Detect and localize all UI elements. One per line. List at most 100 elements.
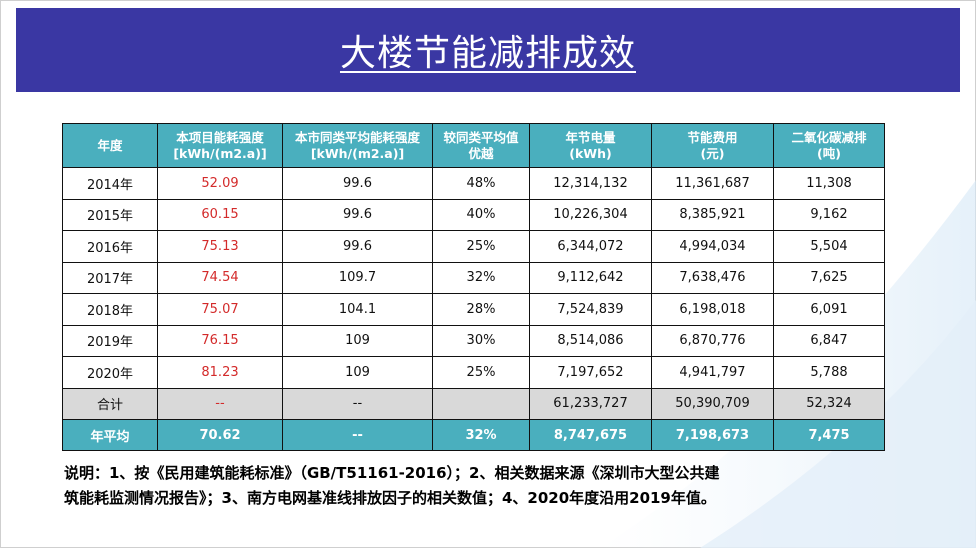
table-cell: 11,308 bbox=[773, 167, 885, 200]
column-header-text: (元) bbox=[700, 145, 725, 161]
table-cell: 75.07 bbox=[157, 293, 283, 326]
column-header-text: 本项目能耗强度 bbox=[176, 129, 264, 145]
table-cell bbox=[432, 387, 530, 420]
table-cell: 32% bbox=[432, 261, 530, 294]
table-cell: 7,625 bbox=[773, 261, 885, 294]
table-cell: 合计 bbox=[62, 387, 158, 420]
column-header-text: 年度 bbox=[97, 137, 123, 153]
footnote-line-1: 说明：1、按《民用建筑能耗标准》（GB/T51161-2016）；2、相关数据来… bbox=[64, 464, 720, 482]
title-bar: 大楼节能减排成效 bbox=[16, 8, 960, 92]
table-cell: 28% bbox=[432, 293, 530, 326]
table-cell: 5,788 bbox=[773, 356, 885, 389]
table-cell: 32% bbox=[432, 419, 530, 451]
table-cell: 2017年 bbox=[62, 261, 158, 294]
column-header-text: 年节电量 bbox=[565, 129, 616, 145]
table-cell: 99.6 bbox=[282, 198, 433, 231]
table-cell: 40% bbox=[432, 198, 530, 231]
table-cell: 2015年 bbox=[62, 198, 158, 231]
table-cell: -- bbox=[157, 387, 283, 420]
table-cell: 74.54 bbox=[157, 261, 283, 294]
column-header: 年节电量 (kWh) bbox=[529, 123, 652, 168]
table-row: 2014年 52.09 99.6 48% 12,314,132 11,361,687 11,… bbox=[62, 167, 885, 200]
column-header-text: 本市同类平均能耗强度 bbox=[294, 129, 420, 145]
table-cell: 2016年 bbox=[62, 230, 158, 263]
column-header: 本市同类平均能耗强度 [kWh/(m2.a)] bbox=[282, 123, 433, 168]
table-cell: 9,162 bbox=[773, 198, 885, 231]
column-header-text: 二氧化碳减排 bbox=[791, 129, 867, 145]
table-cell: 8,514,086 bbox=[529, 324, 652, 357]
column-header-text: 较同类平均值 bbox=[443, 129, 519, 145]
table-cell: 11,361,687 bbox=[651, 167, 774, 200]
table-cell: 2019年 bbox=[62, 324, 158, 357]
column-header: 本项目能耗强度 [kWh/(m2.a)] bbox=[157, 123, 283, 168]
table-cell: 7,197,652 bbox=[529, 356, 652, 389]
table-cell: -- bbox=[282, 419, 433, 451]
table-cell: 75.13 bbox=[157, 230, 283, 263]
table-cell: 12,314,132 bbox=[529, 167, 652, 200]
table-cell: 25% bbox=[432, 356, 530, 389]
footnote: 说明：1、按《民用建筑能耗标准》（GB/T51161-2016）；2、相关数据来… bbox=[64, 461, 894, 511]
column-header: 年度 bbox=[62, 123, 158, 168]
column-header: 节能费用 (元) bbox=[651, 123, 774, 168]
table-cell: 81.23 bbox=[157, 356, 283, 389]
table-cell: 10,226,304 bbox=[529, 198, 652, 231]
table-cell: 6,870,776 bbox=[651, 324, 774, 357]
table-cell: 2014年 bbox=[62, 167, 158, 200]
table-cell: 4,941,797 bbox=[651, 356, 774, 389]
column-header-text: 节能费用 bbox=[687, 129, 738, 145]
table-row: 2016年 75.13 99.6 25% 6,344,072 4,994,034 5,504 bbox=[62, 230, 885, 263]
column-header-text: 优越 bbox=[468, 145, 494, 161]
total-row: 合计 -- -- 61,233,727 50,390,709 52,324 bbox=[62, 387, 885, 420]
table-cell: 104.1 bbox=[282, 293, 433, 326]
table-cell: 7,198,673 bbox=[651, 419, 774, 451]
table-cell: 109 bbox=[282, 356, 433, 389]
column-header: 二氧化碳减排 (吨) bbox=[773, 123, 885, 168]
table-cell: 6,344,072 bbox=[529, 230, 652, 263]
table-row: 2015年 60.15 99.6 40% 10,226,304 8,385,921 9,16… bbox=[62, 198, 885, 231]
table-cell: 8,747,675 bbox=[529, 419, 652, 451]
table-cell: 99.6 bbox=[282, 167, 433, 200]
table-cell: 2020年 bbox=[62, 356, 158, 389]
table-row: 2017年 74.54 109.7 32% 9,112,642 7,638,476 7,62… bbox=[62, 261, 885, 294]
column-header-text: (吨) bbox=[817, 145, 841, 161]
column-header-text: [kWh/(m2.a)] bbox=[173, 145, 267, 161]
table-row: 2019年 76.15 109 30% 8,514,086 6,870,776 6,847 bbox=[62, 324, 885, 357]
table-cell: 70.62 bbox=[157, 419, 283, 451]
table-cell: 52.09 bbox=[157, 167, 283, 200]
table-cell: -- bbox=[282, 387, 433, 420]
table-cell: 25% bbox=[432, 230, 530, 263]
average-row: 年平均 70.62 -- 32% 8,747,675 7,198,673 7,475 bbox=[62, 419, 885, 451]
table-cell: 61,233,727 bbox=[529, 387, 652, 420]
energy-saving-table: 年度 本项目能耗强度 [kWh/(m2.a)] 本市同类平均能耗强度 [kWh/(m2.… bbox=[62, 123, 885, 451]
table-cell: 48% bbox=[432, 167, 530, 200]
table-cell: 7,524,839 bbox=[529, 293, 652, 326]
table-cell: 76.15 bbox=[157, 324, 283, 357]
table-row: 2020年 81.23 109 25% 7,197,652 4,941,797 5,788 bbox=[62, 356, 885, 389]
table-cell: 99.6 bbox=[282, 230, 433, 263]
table-cell: 7,475 bbox=[773, 419, 885, 451]
table-cell: 7,638,476 bbox=[651, 261, 774, 294]
column-header: 较同类平均值 优越 bbox=[432, 123, 530, 168]
table-cell: 6,091 bbox=[773, 293, 885, 326]
page-title: 大楼节能减排成效 bbox=[339, 33, 636, 74]
table-cell: 5,504 bbox=[773, 230, 885, 263]
table-header-row: 年度 本项目能耗强度 [kWh/(m2.a)] 本市同类平均能耗强度 [kWh/(m2.… bbox=[62, 123, 885, 168]
table-cell: 50,390,709 bbox=[651, 387, 774, 420]
table-body: 2014年 52.09 99.6 48% 12,314,132 11,361,687 11,… bbox=[62, 167, 885, 451]
footnote-line-2: 筑能耗监测情况报告》；3、南方电网基准线排放因子的相关数值；4、2020年度沿用… bbox=[64, 489, 716, 507]
table-cell: 109.7 bbox=[282, 261, 433, 294]
table-cell: 109 bbox=[282, 324, 433, 357]
table-cell: 60.15 bbox=[157, 198, 283, 231]
table-cell: 2018年 bbox=[62, 293, 158, 326]
table-row: 2018年 75.07 104.1 28% 7,524,839 6,198,018 6,09… bbox=[62, 293, 885, 326]
table-cell: 8,385,921 bbox=[651, 198, 774, 231]
table-cell: 年平均 bbox=[62, 419, 158, 451]
table-cell: 52,324 bbox=[773, 387, 885, 420]
table-cell: 9,112,642 bbox=[529, 261, 652, 294]
table-cell: 6,198,018 bbox=[651, 293, 774, 326]
table-cell: 30% bbox=[432, 324, 530, 357]
table-cell: 6,847 bbox=[773, 324, 885, 357]
column-header-text: (kWh) bbox=[569, 145, 612, 161]
table-cell: 4,994,034 bbox=[651, 230, 774, 263]
column-header-text: [kWh/(m2.a)] bbox=[310, 145, 405, 161]
